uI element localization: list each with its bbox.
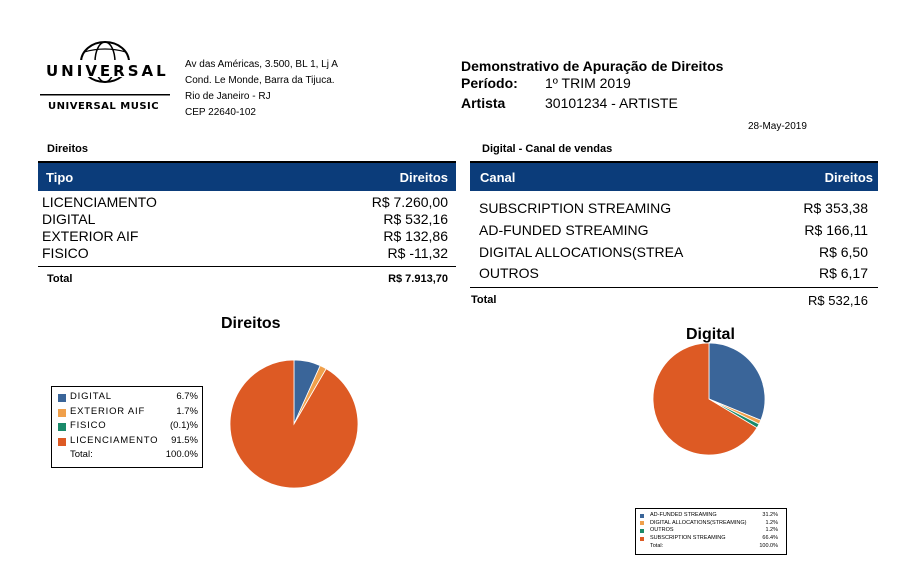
legend-label: OUTROS: [650, 527, 674, 534]
address-line: CEP 22640-102: [185, 107, 256, 118]
legend-percent: 1.2%: [765, 519, 778, 526]
artista-label: Artista: [461, 95, 506, 111]
digital-chart-legend: AD-FUNDED STREAMING 31.2% DIGITAL ALLOCATI…: [635, 508, 787, 555]
table-row-value: R$ 7.260,00: [371, 194, 448, 210]
digital-section-label: Digital - Canal de vendas: [482, 143, 613, 155]
table-row-value: R$ 6,17: [818, 265, 868, 281]
periodo-value: 1º TRIM 2019: [545, 75, 631, 91]
legend-label: AD-FUNDED STREAMING: [650, 512, 717, 518]
direitos-total-label: Total: [47, 273, 73, 285]
statement-date: 28-May-2019: [748, 121, 807, 132]
table-row-label: DIGITAL ALLOCATIONS(STREAM: [479, 244, 684, 260]
logo-subtitle: UNIVERSAL MUSIC: [48, 101, 160, 112]
digital-table-header: Canal Direitos: [470, 161, 878, 191]
pie-slice-subscription-streaming: [653, 343, 758, 456]
table-row-value: R$ 353,38: [803, 200, 868, 216]
digital-total-label: Total: [471, 294, 497, 306]
legend-swatch: [58, 437, 66, 446]
legend-swatch: [58, 394, 66, 402]
direitos-chart-legend: DIGITAL 6.7% EXTERIOR AIF 1.7% FISICO (0.1)% L…: [51, 386, 203, 468]
direitos-chart-title: Direitos: [221, 315, 281, 332]
legend-percent: 66.4%: [762, 535, 778, 542]
legend-swatch: [640, 513, 644, 518]
legend-percent: 91.5%: [171, 434, 198, 446]
legend-label: DIGITAL ALLOCATIONS(STREAMING): [650, 519, 747, 526]
table-row-label: LICENCIAMENTO: [42, 194, 157, 210]
pie-slice-ad-funded-streaming: [708, 343, 766, 421]
column-header-direitos: Direitos: [824, 170, 873, 185]
document-title: Demonstrativo de Apuração de Direitos: [461, 58, 724, 74]
direitos-section-label: Direitos: [47, 143, 88, 155]
table-row-value: R$ 166,11: [804, 222, 868, 238]
logo-wordmark: UNIVERSAL: [46, 62, 169, 80]
legend-label: SUBSCRIPTION STREAMING: [650, 535, 726, 542]
address-line: Av das Américas, 3.500, BL 1, Lj A: [185, 59, 338, 70]
periodo-label: Período:: [461, 75, 518, 91]
legend-total-percent: 100.0%: [165, 449, 198, 460]
legend-percent: 6.7%: [176, 391, 198, 402]
legend-label: FISICO: [70, 420, 107, 431]
periodo-row: Período: 1º TRIM 2019: [461, 75, 631, 91]
column-header-canal: Canal: [480, 170, 516, 185]
table-row-value: R$ 532,16: [383, 211, 448, 227]
legend-percent: 1.2%: [765, 527, 778, 534]
table-row-value: R$ -11,32: [387, 245, 448, 261]
address-line: Cond. Le Monde, Barra da Tijuca.: [185, 75, 335, 86]
column-header-tipo: Tipo: [46, 170, 74, 185]
table-row-label: OUTROS: [479, 265, 539, 281]
company-address: Av das Américas, 3.500, BL 1, Lj A Cond.…: [185, 57, 338, 121]
table-row-label: EXTERIOR AIF: [42, 228, 139, 244]
artista-row: Artista 30101234 - ARTISTE: [461, 95, 678, 111]
legend-swatch: [58, 423, 66, 431]
direitos-pie-chart: [230, 360, 359, 489]
legend-total-percent: 100.0%: [759, 542, 778, 549]
direitos-total-value: R$ 7.913,70: [388, 273, 448, 285]
column-header-direitos: Direitos: [399, 170, 448, 185]
digital-total-value: R$ 532,16: [808, 293, 868, 308]
table-row-label: FISICO: [42, 245, 89, 261]
legend-total-label: Total:: [70, 449, 93, 460]
legend-percent: (0.1)%: [170, 420, 198, 431]
pie-slice-licenciamento: [230, 360, 359, 489]
digital-total-divider: [470, 287, 878, 288]
artista-value: 30101234 - ARTISTE: [545, 95, 678, 111]
legend-swatch: [640, 536, 644, 541]
digital-pie-chart: [653, 343, 766, 456]
table-row-value: R$ 132,86: [383, 228, 448, 244]
legend-swatch: [640, 528, 644, 533]
digital-chart-title: Digital: [686, 326, 735, 343]
universal-music-logo: UNIVERSAL UNIVERSAL MUSIC: [40, 40, 170, 120]
address-line: Rio de Janeiro - RJ: [185, 91, 271, 102]
legend-label: LICENCIAMENTO: [70, 434, 159, 446]
table-row-value: R$ 6,50: [818, 244, 868, 260]
table-row-label: DIGITAL: [42, 211, 96, 227]
legend-swatch: [640, 521, 644, 526]
legend-swatch: [58, 408, 66, 417]
legend-percent: 1.7%: [176, 405, 198, 417]
direitos-table-header: Tipo Direitos: [38, 161, 456, 191]
legend-label: EXTERIOR AIF: [70, 405, 146, 417]
legend-percent: 31.2%: [762, 512, 778, 518]
legend-label: DIGITAL: [70, 391, 112, 402]
table-row-label: AD-FUNDED STREAMING: [479, 222, 649, 238]
table-row-label: SUBSCRIPTION STREAMING: [479, 200, 672, 216]
legend-total-label: Total:: [650, 542, 664, 549]
globe-icon: [40, 41, 170, 96]
direitos-total-divider: [38, 266, 456, 267]
